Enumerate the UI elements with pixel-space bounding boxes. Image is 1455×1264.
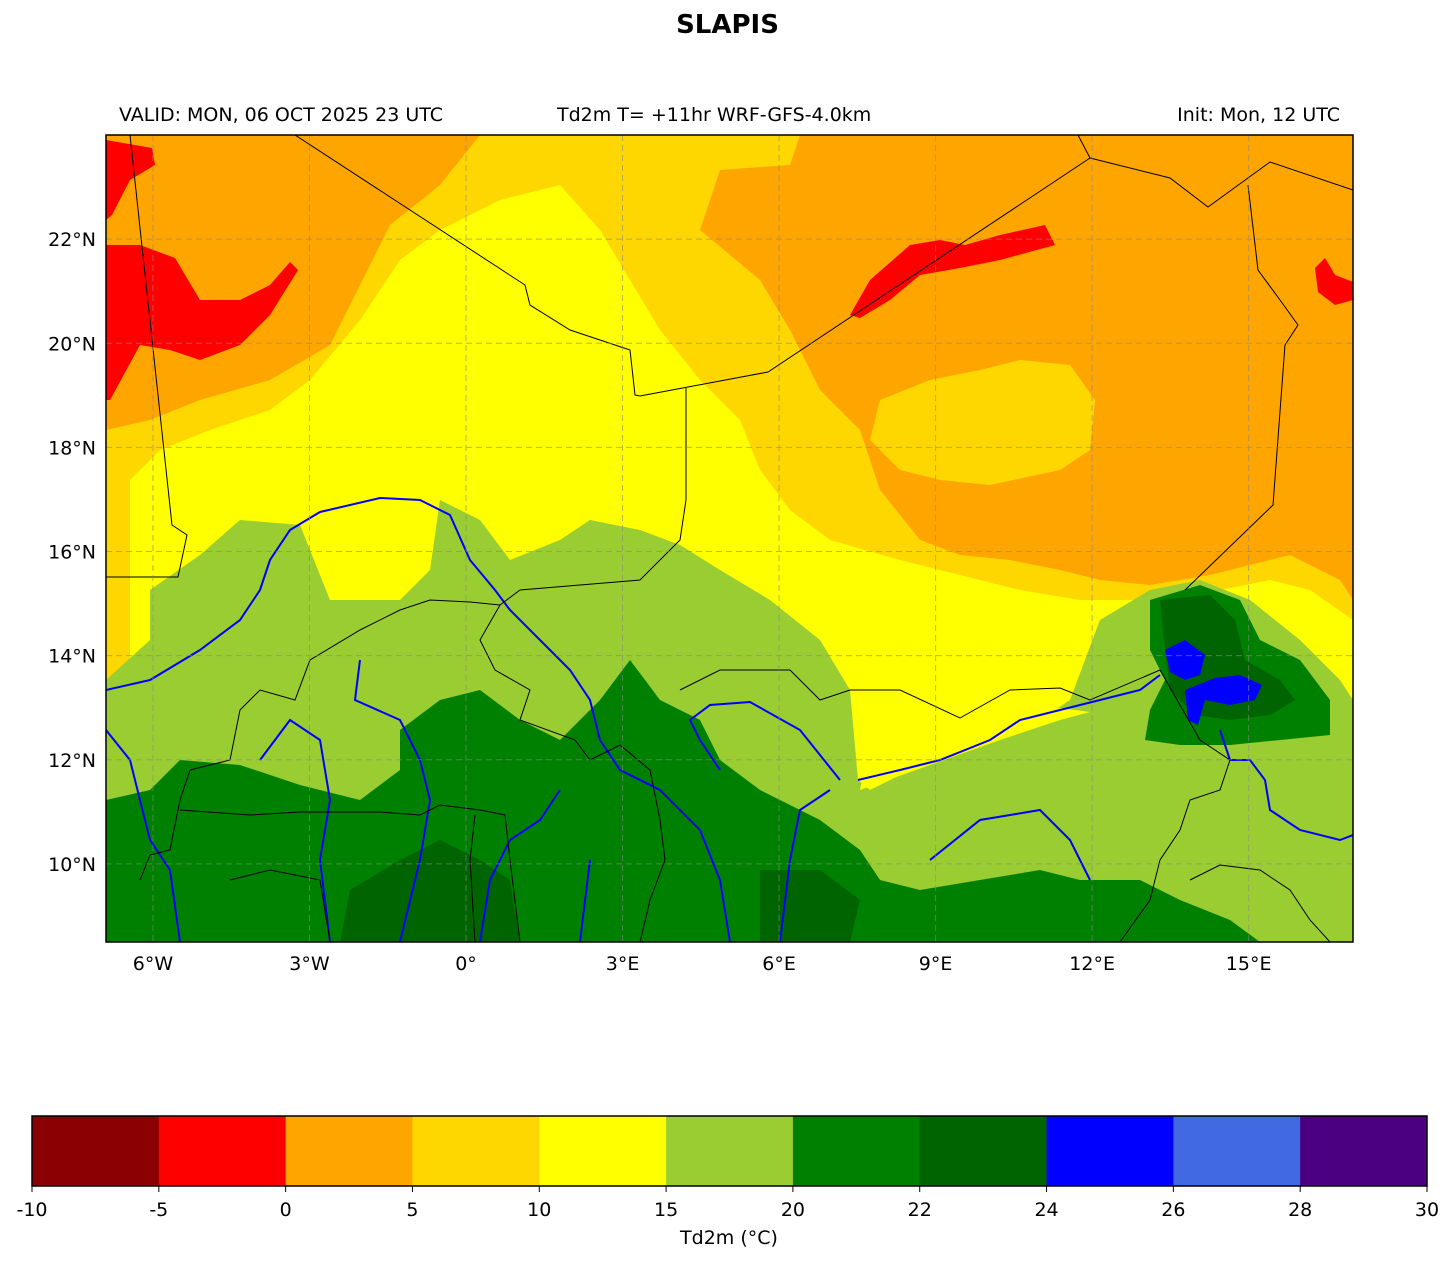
border-mauritania — [106, 135, 188, 578]
colorbar-level-label: 26 — [1161, 1199, 1185, 1221]
benue-east — [929, 808, 1091, 881]
colorbar-label: Td2m (°C) — [679, 1227, 778, 1249]
colorbar: -10 -5 0 5 10 15 20 22 24 26 28 30 — [16, 1115, 1439, 1221]
field-yellow-corridor — [850, 690, 1090, 790]
field-gold-hoggar — [870, 360, 1095, 485]
colorbar-swatch — [539, 1116, 667, 1186]
colorbar-frame — [31, 1115, 1428, 1187]
valid-time-label: VALID: MON, 06 OCT 2025 23 UTC — [119, 104, 444, 126]
colorbar-level-label: 30 — [1415, 1199, 1439, 1221]
border-togo — [504, 814, 521, 942]
field-darkgreen-west — [340, 840, 520, 942]
border-ci — [229, 869, 331, 942]
border-mali-south — [139, 388, 687, 881]
colorbar-swatch — [412, 1116, 540, 1186]
map-field — [106, 135, 1353, 942]
colorbar-swatch — [666, 1116, 794, 1186]
colorbar-level-label: 22 — [908, 1199, 932, 1221]
colorbar-level-label: 15 — [654, 1199, 678, 1221]
colorbar-swatch — [32, 1116, 160, 1186]
border-libya — [1089, 157, 1353, 208]
colorbar-swatch — [792, 1116, 921, 1186]
field-red-nw — [106, 140, 155, 220]
colorbar-swatch — [285, 1116, 413, 1186]
colorbar-swatch — [158, 1116, 287, 1186]
lon-tick-label: 0° — [455, 953, 477, 975]
colorbar-swatch — [1046, 1116, 1174, 1186]
komadugu-river — [857, 674, 1161, 781]
lon-tick-label: 3°E — [606, 953, 640, 975]
product-label: Td2m T= +11hr WRF-GFS-4.0km — [557, 104, 872, 126]
field-red-west — [106, 245, 298, 400]
lat-tick-label: 12°N — [48, 750, 96, 772]
lon-tick-label: 3°W — [289, 953, 330, 975]
colorbar-swatch — [1300, 1116, 1428, 1186]
chari-river — [1219, 729, 1353, 842]
field-blue-lake-north — [1165, 640, 1205, 680]
colorbar-swatch — [1173, 1116, 1301, 1186]
lon-tick-label: 9°E — [919, 953, 953, 975]
colorbar-level-label: 10 — [527, 1199, 551, 1221]
lon-tick-label: 6°W — [133, 953, 174, 975]
init-time-label: Init: Mon, 12 UTC — [1177, 104, 1340, 126]
colorbar-level-label: 5 — [406, 1199, 418, 1221]
map-frame — [105, 134, 1354, 943]
lat-tick-label: 22°N — [48, 229, 96, 251]
border-ghana-togo — [469, 814, 476, 942]
volta-west — [106, 729, 181, 942]
border-nigeria-cameroon — [1119, 669, 1231, 942]
lon-tick-label: 6°E — [762, 953, 796, 975]
oti-river — [479, 789, 561, 942]
colorbar-swatch — [919, 1116, 1048, 1186]
map-title: SLAPIS — [676, 10, 779, 40]
lat-tick-label: 14°N — [48, 646, 96, 668]
lat-tick-label: 10°N — [48, 854, 96, 876]
border-bf-ghana — [179, 804, 506, 816]
lon-tick-label: 12°E — [1069, 953, 1115, 975]
lon-tick-label: 15°E — [1226, 953, 1272, 975]
field-blue-lake-south — [1185, 675, 1262, 725]
field-darkgreen-east — [760, 870, 860, 942]
field-red-east — [1315, 258, 1353, 305]
volta-black — [259, 718, 332, 942]
colorbar-level-label: 28 — [1288, 1199, 1312, 1221]
lat-tick-label: 20°N — [48, 333, 96, 355]
colorbar-level-label: 20 — [781, 1199, 805, 1221]
colorbar-level-label: 0 — [280, 1199, 292, 1221]
gridlines — [106, 135, 1353, 942]
border-chad-west — [1184, 184, 1299, 591]
niger-south — [779, 789, 831, 942]
lon-tick-labels: 6°W 3°W 0° 3°E 6°E 9°E 12°E 15°E — [133, 953, 1272, 975]
border-niger-nigeria — [679, 669, 1161, 719]
niger-river — [106, 496, 731, 942]
lat-tick-labels: 22°N 20°N 18°N 16°N 14°N 12°N 10°N — [48, 229, 96, 876]
border-car — [1189, 864, 1331, 942]
field-red-algeria — [850, 225, 1055, 318]
lat-tick-label: 18°N — [48, 437, 96, 459]
lat-tick-label: 16°N — [48, 542, 96, 564]
oueme-river — [579, 859, 591, 942]
border-algeria-mali — [294, 135, 1091, 397]
colorbar-level-label: -10 — [16, 1199, 47, 1221]
colorbar-level-label: 24 — [1034, 1199, 1058, 1221]
colorbar-level-label: -5 — [149, 1199, 168, 1221]
benue-left — [688, 700, 841, 781]
